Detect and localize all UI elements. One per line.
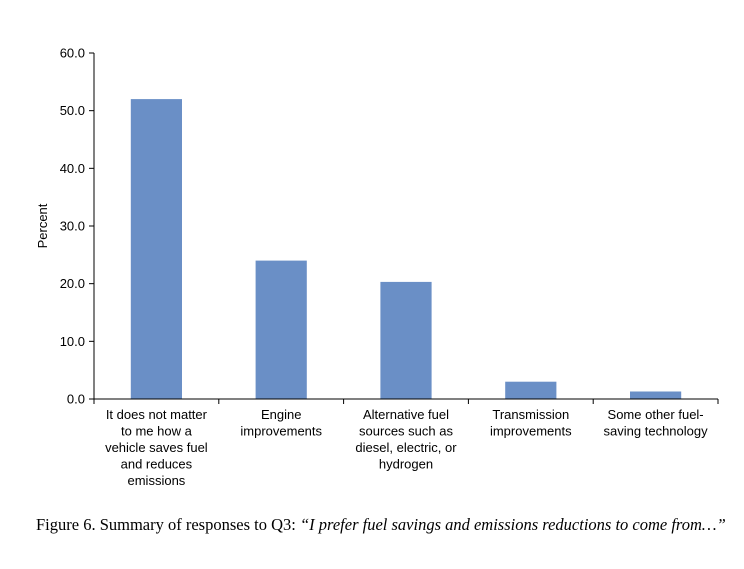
category-label-line: It does not matter xyxy=(106,407,208,422)
y-tick-label: 60.0 xyxy=(60,46,85,61)
category-label-line: Alternative fuel xyxy=(363,407,449,422)
y-axis: 0.0 10.0 20.0 30.0 40.0 50.0 60.0 xyxy=(60,46,95,407)
y-tick-label: 40.0 xyxy=(60,161,85,176)
bar-5 xyxy=(630,391,682,399)
bar-chart: 0.0 10.0 20.0 30.0 40.0 50.0 60.0 It does not … xyxy=(35,46,719,488)
y-tick-label: 20.0 xyxy=(60,276,85,291)
category-label-line: vehicle saves fuel xyxy=(105,440,208,455)
bar-4 xyxy=(505,381,557,399)
y-tick-label: 30.0 xyxy=(60,219,85,234)
y-tick-label: 10.0 xyxy=(60,334,85,349)
caption-quote: “I prefer fuel savings and emissions red… xyxy=(299,515,726,534)
category-label-4: Transmission improvements xyxy=(490,407,572,439)
caption-prefix: Figure 6. Summary of responses to Q3: xyxy=(36,515,300,534)
category-label-line: Some other fuel- xyxy=(608,407,704,422)
y-tick-label: 50.0 xyxy=(60,103,85,118)
category-label-line: to me how a xyxy=(121,424,193,439)
category-label-5: Some other fuel-saving technology xyxy=(604,407,709,439)
category-label-2: Engine improvements xyxy=(240,407,322,439)
bar-1 xyxy=(130,99,182,399)
bars xyxy=(130,99,682,399)
category-label-line: and reduces xyxy=(121,457,193,472)
bar-3 xyxy=(380,281,432,399)
category-label-line: sources such as xyxy=(359,424,453,439)
category-label-line: Engine xyxy=(261,407,301,422)
category-label-line: improvements xyxy=(240,424,322,439)
category-label-line: improvements xyxy=(490,424,572,439)
figure-caption: Figure 6. Summary of responses to Q3: “I… xyxy=(36,514,726,535)
bar-2 xyxy=(255,260,307,399)
category-label-line: diesel, electric, or xyxy=(355,440,457,455)
category-label-line: emissions xyxy=(128,473,186,488)
category-label-line: hydrogen xyxy=(379,457,433,472)
category-label-line: saving technology xyxy=(604,424,709,439)
category-label-line: Transmission xyxy=(492,407,569,422)
category-label-1: It does not matter to me how a vehicle sav… xyxy=(105,407,208,488)
x-axis: It does not matter to me how a vehicle sav… xyxy=(93,398,719,488)
y-axis-title: Percent xyxy=(35,203,50,248)
category-label-3: Alternative fuel sources such as diesel, e… xyxy=(355,407,457,472)
y-tick-label: 0.0 xyxy=(67,392,85,407)
